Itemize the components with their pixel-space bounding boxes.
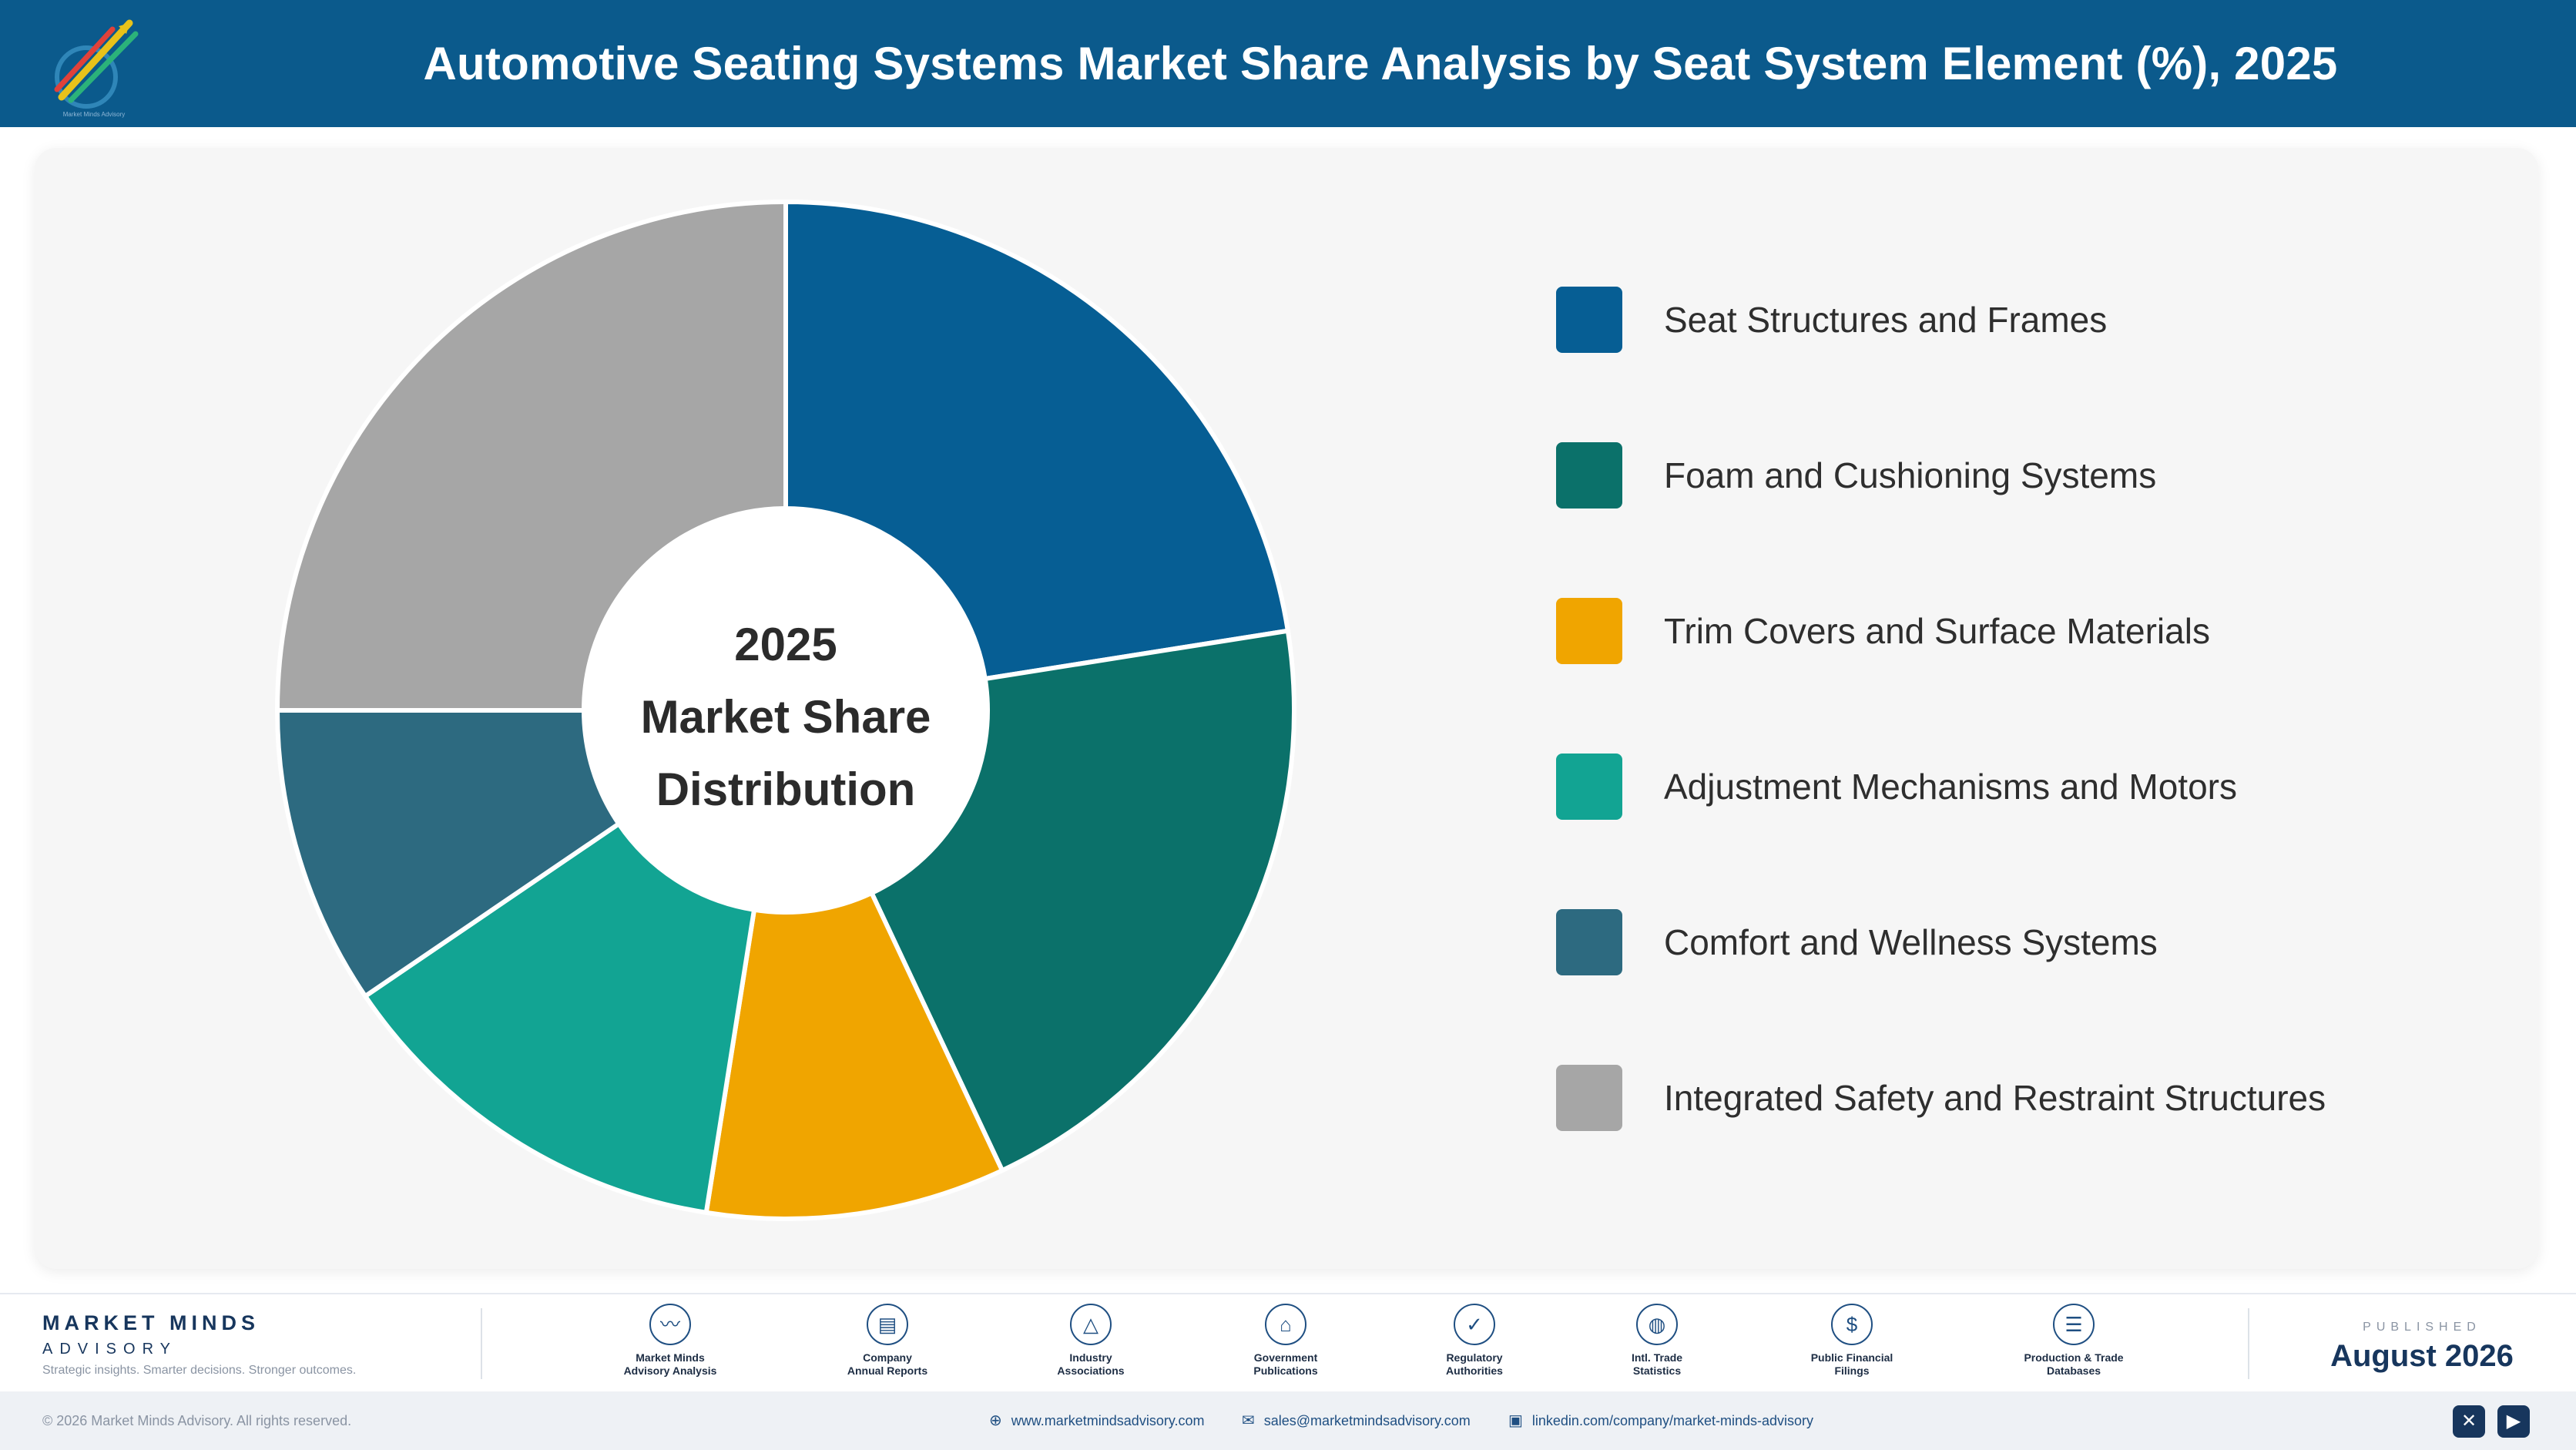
donut-center-label: 2025 Market Share Distribution <box>585 609 986 826</box>
chart-title: Automotive Seating Systems Market Share … <box>423 38 2338 89</box>
source-label-line1: Company <box>863 1351 912 1364</box>
source-label-line2: Advisory Analysis <box>623 1364 717 1377</box>
mail-icon: ✉ <box>1242 1412 1255 1429</box>
legend-label: Seat Structures and Frames <box>1664 300 2108 340</box>
source-label-line2: Statistics <box>1632 1364 1682 1377</box>
center-label-line: Market Share <box>640 691 931 743</box>
company-logo-icon <box>54 19 139 109</box>
linkedin-link[interactable]: ▣ linkedin.com/company/market-minds-advis… <box>1508 1391 1813 1450</box>
source-financial-filings: $ Public Financial Filings <box>1767 1304 1937 1378</box>
source-label-line1: Intl. Trade <box>1631 1351 1683 1364</box>
globe-icon: ⊕ <box>989 1412 1002 1429</box>
source-label-line2: Filings <box>1834 1364 1870 1377</box>
legend-label: Adjustment Mechanisms and Motors <box>1664 767 2237 807</box>
logo-caption: Market Minds Advisory <box>62 111 126 118</box>
source-label-line1: Production & Trade <box>2024 1351 2124 1364</box>
legend-item: Trim Covers and Surface Materials <box>1556 598 2480 664</box>
legend-item: Comfort and Wellness Systems <box>1556 909 2480 975</box>
footer-contact-bar: © 2026 Market Minds Advisory. All rights… <box>0 1391 2576 1450</box>
divider <box>481 1308 482 1379</box>
document-icon: ▤ <box>867 1304 908 1345</box>
legend-item: Integrated Safety and Restraint Structur… <box>1556 1065 2480 1131</box>
source-production-databases: ☰ Production & Trade Databases <box>1989 1304 2158 1378</box>
x-social-button[interactable]: ✕ <box>2453 1405 2485 1438</box>
legend-swatch <box>1556 442 1622 509</box>
source-label-line2: Authorities <box>1446 1364 1503 1377</box>
network-icon: △ <box>1070 1304 1112 1345</box>
source-label-line1: Industry <box>1069 1351 1112 1364</box>
youtube-icon: ▶ <box>2506 1411 2521 1432</box>
source-label-line1: Public Financial <box>1810 1351 1893 1364</box>
website-text: www.marketmindsadvisory.com <box>1011 1413 1205 1428</box>
legend-label: Comfort and Wellness Systems <box>1664 922 2158 962</box>
linkedin-icon: ▣ <box>1508 1412 1523 1429</box>
published-date: August 2026 <box>2330 1339 2514 1373</box>
source-label-line2: Databases <box>2046 1364 2101 1377</box>
database-icon: ☰ <box>2053 1304 2095 1345</box>
legend-item: Seat Structures and Frames <box>1556 287 2480 353</box>
center-label-line: 2025 <box>734 619 837 670</box>
source-label-line2: Associations <box>1057 1364 1125 1377</box>
divider <box>2248 1308 2249 1379</box>
legend-label: Trim Covers and Surface Materials <box>1664 611 2210 651</box>
legend-item: Adjustment Mechanisms and Motors <box>1556 754 2480 820</box>
source-market-minds: 〰 Market Minds Advisory Analysis <box>585 1304 755 1378</box>
donut-hole <box>584 509 988 912</box>
linkedin-text: linkedin.com/company/market-minds-adviso… <box>1531 1413 1814 1428</box>
chart-line-icon: 〰 <box>649 1304 691 1345</box>
government-building-icon: ⌂ <box>1265 1304 1306 1345</box>
source-label-line2: Annual Reports <box>847 1364 928 1377</box>
brand-subtitle: ADVISORY <box>42 1341 177 1358</box>
center-label-line: Distribution <box>656 764 916 815</box>
source-company-reports: ▤ Company Annual Reports <box>803 1304 972 1378</box>
legend-label: Foam and Cushioning Systems <box>1664 455 2157 495</box>
youtube-social-button[interactable]: ▶ <box>2497 1405 2530 1438</box>
legend-item: Foam and Cushioning Systems <box>1556 442 2480 509</box>
email-link[interactable]: ✉ sales@marketmindsadvisory.com <box>1242 1391 1471 1450</box>
header-bar: Market Minds Advisory Automotive Seating… <box>0 0 2576 127</box>
legend-swatch <box>1556 754 1622 820</box>
website-link[interactable]: ⊕ www.marketmindsadvisory.com <box>989 1391 1205 1450</box>
legend-swatch <box>1556 287 1622 353</box>
globe-icon: ◍ <box>1636 1304 1678 1345</box>
copyright-text: © 2026 Market Minds Advisory. All rights… <box>42 1413 352 1428</box>
legend-swatch <box>1556 1065 1622 1131</box>
footer-sources-bar: MARKET MINDS ADVISORY Strategic insights… <box>0 1293 2576 1391</box>
source-government-publications: ⌂ Government Publications <box>1201 1304 1370 1378</box>
source-label-line1: Market Minds <box>636 1351 705 1364</box>
brand-name: MARKET MINDS <box>42 1311 260 1334</box>
legend-label: Integrated Safety and Restraint Structur… <box>1664 1078 2326 1118</box>
source-regulatory-authorities: ✓ Regulatory Authorities <box>1390 1304 1559 1378</box>
legend-swatch <box>1556 909 1622 975</box>
legend-swatch <box>1556 598 1622 664</box>
source-industry-associations: △ Industry Associations <box>1006 1304 1176 1378</box>
source-label-line1: Government <box>1253 1351 1318 1364</box>
shield-check-icon: ✓ <box>1454 1304 1495 1345</box>
brand-tagline: Strategic insights. Smarter decisions. S… <box>42 1364 357 1377</box>
x-icon: ✕ <box>2460 1411 2477 1432</box>
source-trade-statistics: ◍ Intl. Trade Statistics <box>1572 1304 1742 1378</box>
dollar-coin-icon: $ <box>1831 1304 1873 1345</box>
source-label-line2: Publications <box>1253 1364 1318 1377</box>
published-label: PUBLISHED <box>2363 1321 2481 1334</box>
email-text: sales@marketmindsadvisory.com <box>1263 1413 1471 1428</box>
source-label-line1: Regulatory <box>1446 1351 1503 1364</box>
